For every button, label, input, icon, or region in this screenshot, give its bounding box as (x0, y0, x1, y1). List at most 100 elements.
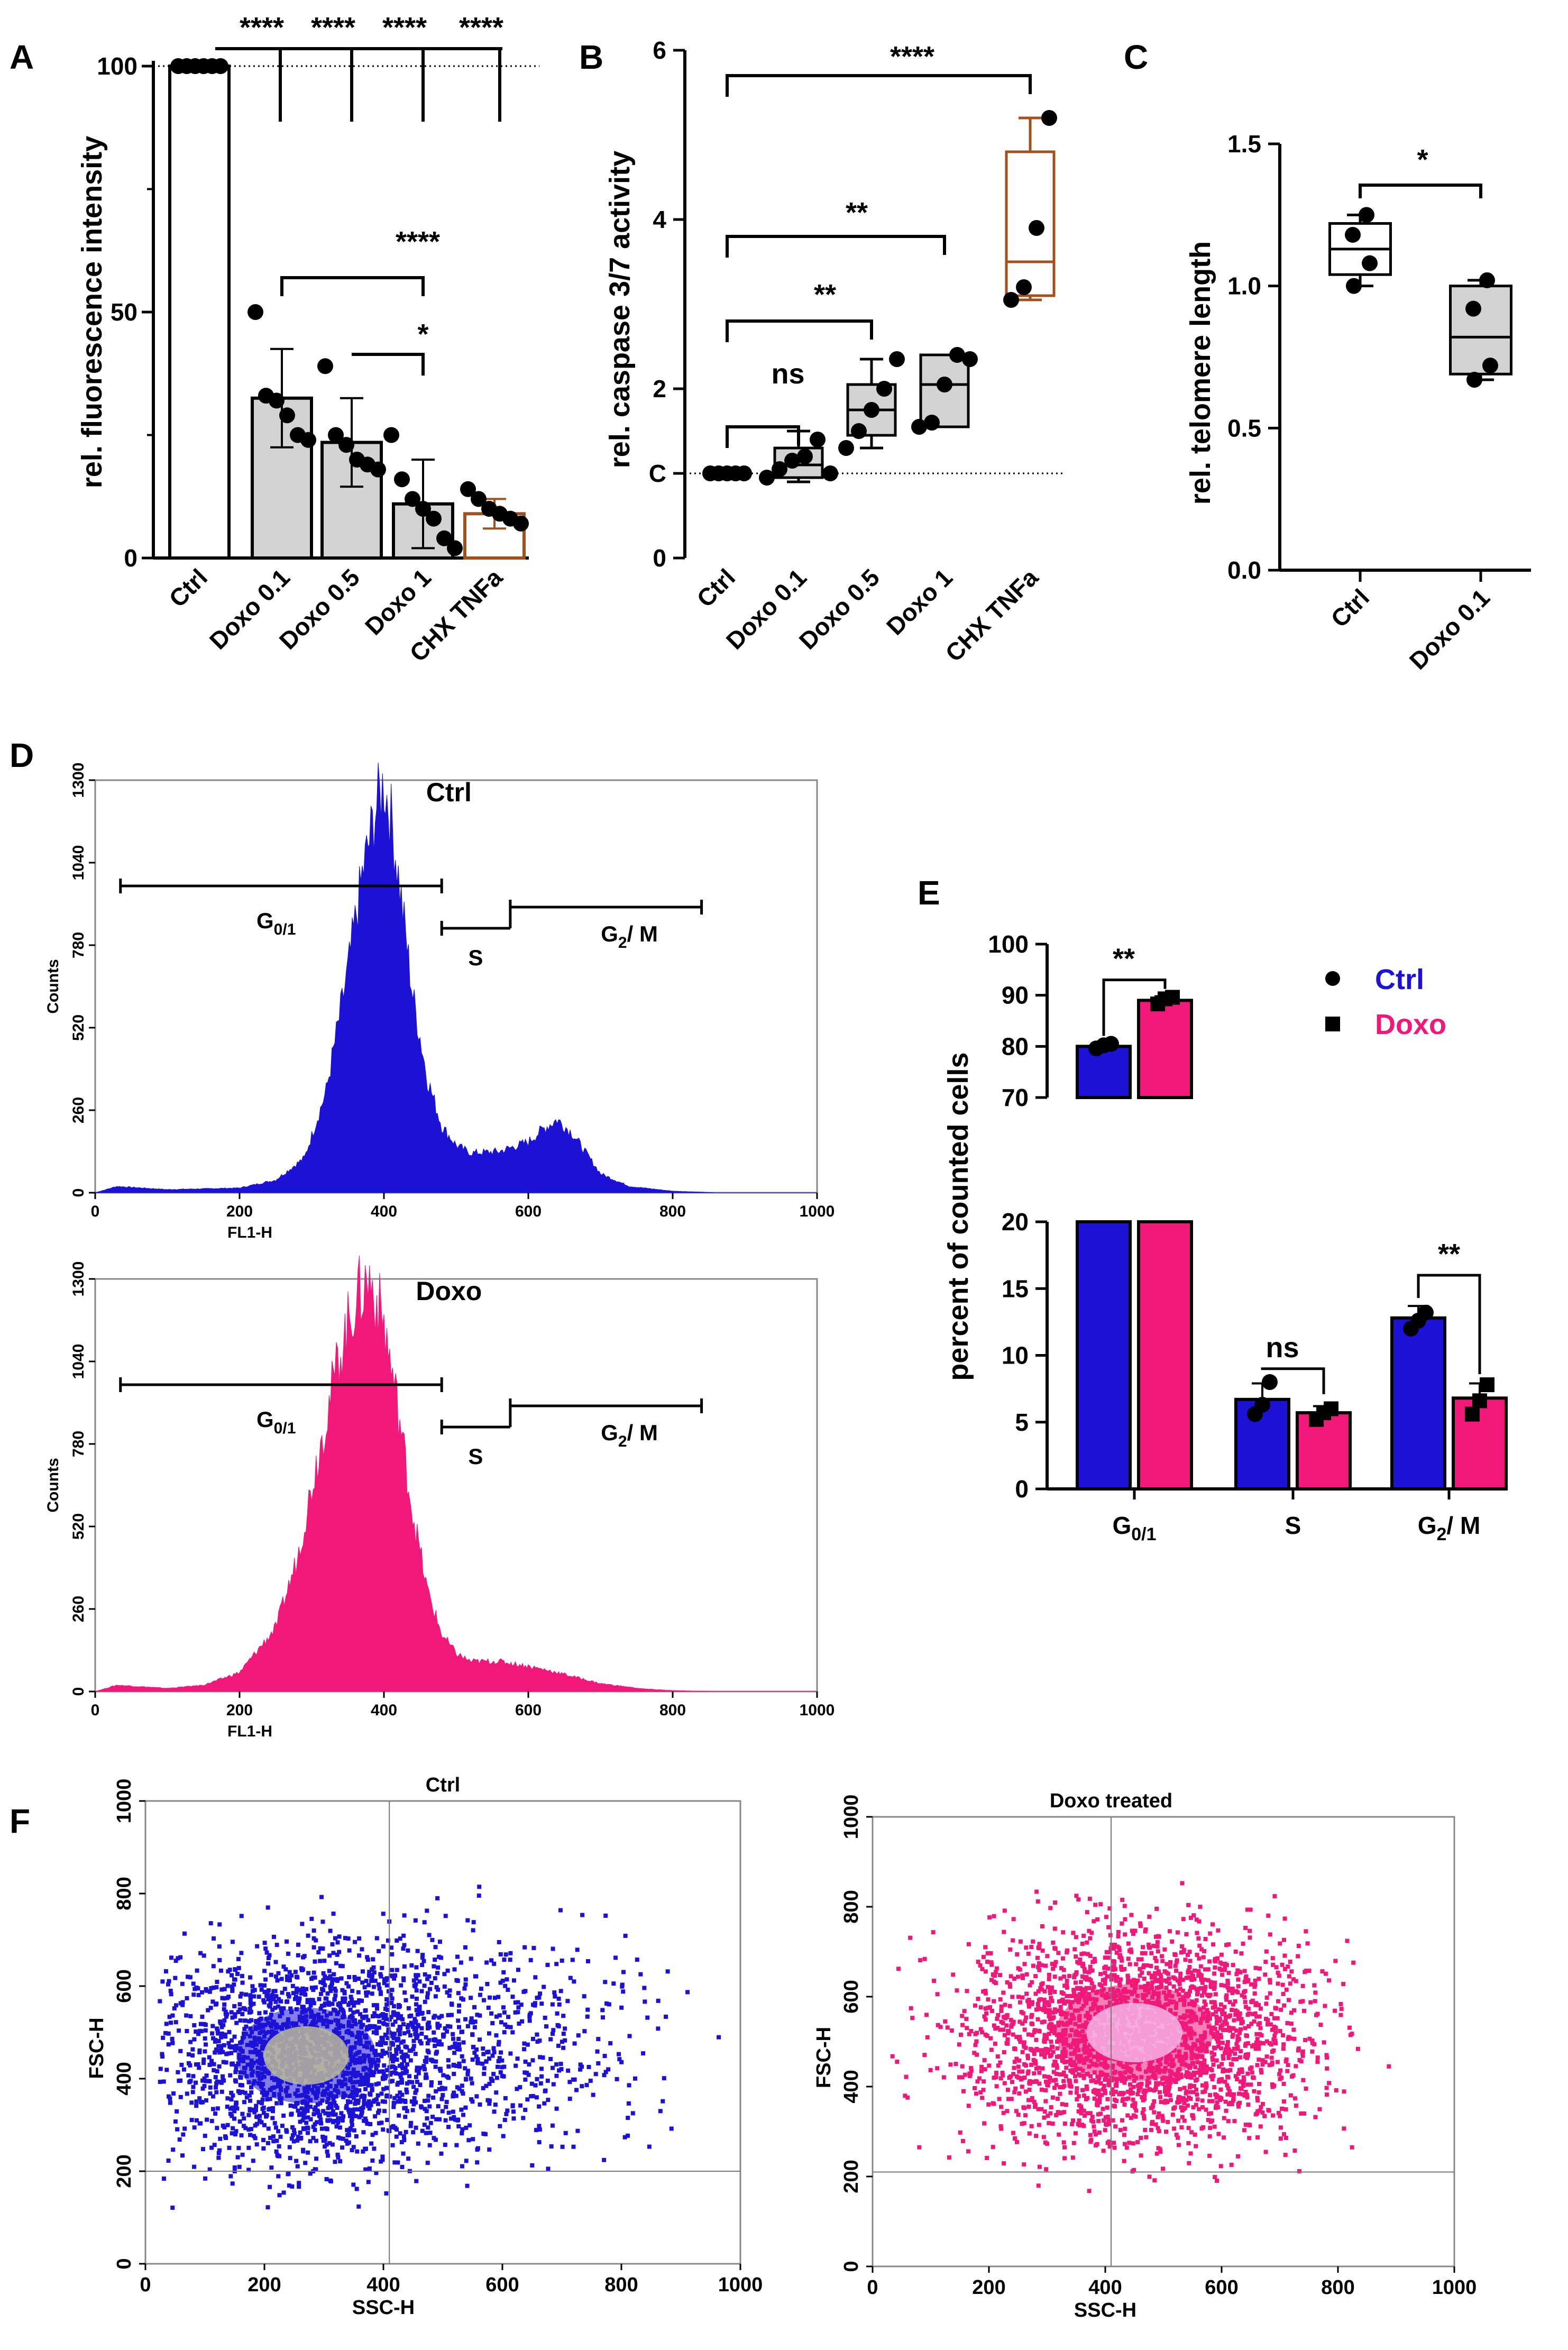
f-scatter-dot (277, 2144, 281, 2148)
f-scatter-dot (297, 1988, 302, 1992)
f-scatter-dot (260, 2097, 265, 2102)
f-scatter-dot (1230, 2062, 1234, 2067)
f-scatter-dot (1055, 2046, 1060, 2051)
f-scatter-dot (316, 1950, 321, 1955)
f-scatter-dot (554, 2106, 559, 2111)
f-scatter-dot (1104, 1950, 1109, 1954)
f-scatter-dot (225, 2096, 230, 2101)
f-scatter-dot (1122, 2142, 1127, 2146)
b-sig-bracket (726, 74, 1032, 97)
f-scatter-dot (208, 2085, 213, 2090)
f-scatter-dot (1213, 1965, 1217, 1970)
f-scatter-dot (419, 2041, 424, 2046)
f-scatter-dot (397, 2096, 402, 2100)
f-scatter-dot (960, 2014, 965, 2018)
f-scatter-dot (200, 2078, 205, 2083)
f-scatter-dot (370, 1976, 374, 1980)
f-scatter-dot (1124, 2145, 1129, 2150)
f-scatter-dot (464, 2125, 469, 2130)
f-scatter-dot (537, 2104, 542, 2109)
f-scatter-dot (1226, 2119, 1231, 2124)
f-scatter-dot (1223, 2047, 1228, 2052)
d-y-label: Counts (44, 959, 62, 1013)
f-scatter-dot (357, 1936, 362, 1941)
f-scatter-dot (1184, 1976, 1189, 1980)
d-xtick-label: 0 (91, 1203, 100, 1220)
f-scatter-dot (1278, 2068, 1283, 2073)
f-scatter-dot (371, 1965, 376, 1970)
f-scatter-dot (225, 2123, 230, 2127)
f-scatter-dot (217, 1944, 222, 1949)
a-data-point (447, 540, 463, 556)
f-scatter-dot (323, 2111, 328, 2116)
f-scatter-dot (1219, 1952, 1224, 1957)
f-scatter-dot (539, 2001, 544, 2006)
f-scatter-dot (470, 2057, 475, 2062)
f-scatter-dot (399, 2140, 404, 2145)
f-scatter-dot (1159, 2100, 1163, 2105)
f-scatter-dot (516, 1968, 520, 1972)
c-data-point (1479, 272, 1495, 288)
f-scatter-dot (1286, 2063, 1290, 2068)
f-scatter-dot (327, 1969, 332, 1973)
f-scatter-dot (1120, 2118, 1124, 2123)
f-scatter-dot (664, 2014, 668, 2019)
f-scatter-dot (380, 1965, 384, 1970)
f-scatter-dot (1204, 2107, 1208, 2112)
f-scatter-dot (314, 2156, 319, 2161)
a-data-point (213, 58, 228, 74)
f-scatter-dot (416, 2071, 421, 2075)
d-gate-label-g2m-base: G (601, 921, 618, 946)
f-scatter-dot (463, 1945, 467, 1950)
f-scatter-dot (276, 2129, 281, 2134)
f-scatter-dot (402, 2138, 407, 2143)
f-scatter-dot (992, 1979, 996, 1984)
f-scatter-dot (268, 2097, 272, 2101)
f-scatter-dot (1204, 2064, 1209, 2069)
f-scatter-dot (534, 2128, 538, 2133)
c-data-point (1466, 371, 1482, 388)
f-scatter-dot (1194, 1998, 1199, 2003)
f-scatter-dot (495, 2064, 500, 2069)
f-scatter-dot (218, 2020, 223, 2025)
f-scatter-dot (186, 2052, 191, 2057)
f-scatter-dot (999, 2019, 1004, 2024)
f-scatter-dot (214, 2090, 219, 2095)
f-scatter-dot (408, 2124, 413, 2128)
f-scatter-dot (177, 2137, 182, 2142)
b-data-point (1029, 220, 1044, 236)
f-scatter-dot (1223, 2014, 1228, 2019)
f-scatter-dot (281, 1964, 286, 1969)
e-xtick-label-base: G (1112, 1512, 1131, 1539)
f-scatter-dot (630, 2111, 635, 2116)
f-scatter-dot (1186, 1903, 1191, 1907)
e-ytick-label: 80 (1002, 1032, 1029, 1060)
f-scatter-dot (433, 1994, 438, 1999)
f-scatter-dot (623, 1933, 628, 1938)
f-scatter-dot (574, 2088, 579, 2092)
f-scatter-dot (384, 1997, 389, 2002)
f-scatter-dot (1154, 1965, 1159, 1970)
f-scatter-dot (1156, 2146, 1161, 2151)
f-scatter-dot (555, 2011, 560, 2016)
f-scatter-dot (401, 2022, 406, 2027)
f-scatter-dot (168, 2096, 172, 2101)
f-scatter-dot (273, 1960, 278, 1964)
f-scatter-dot (1005, 2037, 1010, 2042)
f-scatter-dot (393, 1973, 398, 1978)
f-scatter-dot (1175, 2100, 1180, 2105)
f-scatter-dot (1224, 2028, 1228, 2033)
f-scatter-dot (1296, 1944, 1301, 1949)
f-scatter-dot (386, 1989, 391, 1994)
f-scatter-dot (420, 1955, 425, 1960)
f-scatter-dot (338, 2136, 343, 2141)
f-scatter-dot (1269, 2011, 1274, 2016)
b-data-point (810, 432, 826, 447)
f-scatter-dot (632, 2076, 637, 2081)
f-scatter-dot (463, 2066, 467, 2071)
f-scatter-dot (365, 2104, 370, 2108)
f-scatter-dot (230, 2105, 235, 2110)
f-scatter-dot (543, 2015, 547, 2020)
f-scatter-dot (1136, 1957, 1141, 1962)
f-scatter-dot (938, 2025, 943, 2029)
